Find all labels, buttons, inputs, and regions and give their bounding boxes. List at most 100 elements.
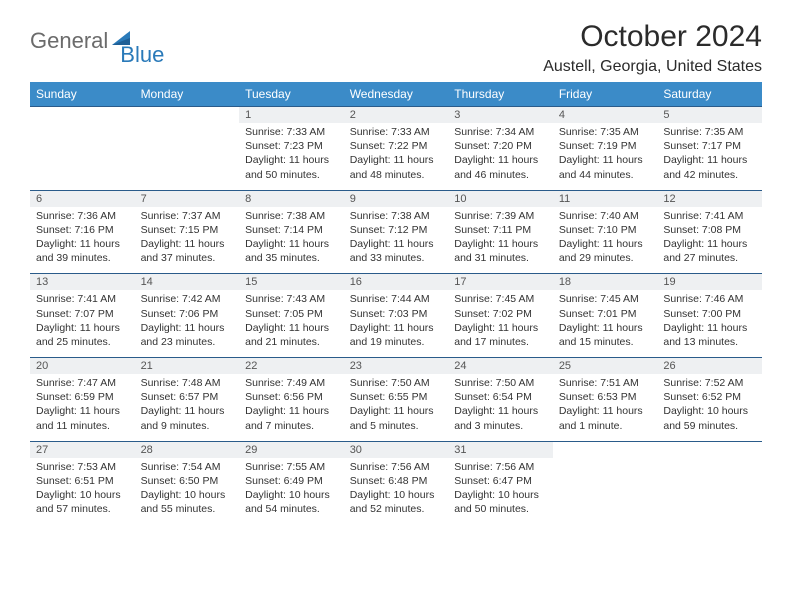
day-number-cell xyxy=(135,107,240,124)
logo-text-2: Blue xyxy=(120,42,164,68)
sunset-text: Sunset: 7:16 PM xyxy=(36,223,129,237)
day-info-cell: Sunrise: 7:55 AMSunset: 6:49 PMDaylight:… xyxy=(239,458,344,525)
day-info-cell: Sunrise: 7:35 AMSunset: 7:19 PMDaylight:… xyxy=(553,123,658,190)
day-number-cell: 19 xyxy=(657,274,762,291)
daylight-text: Daylight: 11 hours and 7 minutes. xyxy=(245,404,338,432)
sunrise-text: Sunrise: 7:37 AM xyxy=(141,209,234,223)
weekday-header: Saturday xyxy=(657,82,762,107)
daylight-text: Daylight: 11 hours and 33 minutes. xyxy=(350,237,443,265)
day-info-cell: Sunrise: 7:33 AMSunset: 7:23 PMDaylight:… xyxy=(239,123,344,190)
sunrise-text: Sunrise: 7:51 AM xyxy=(559,376,652,390)
month-title: October 2024 xyxy=(543,20,762,54)
sunset-text: Sunset: 7:01 PM xyxy=(559,307,652,321)
weekday-header: Thursday xyxy=(448,82,553,107)
location: Austell, Georgia, United States xyxy=(543,58,762,76)
day-info-cell xyxy=(657,458,762,525)
daylight-text: Daylight: 11 hours and 42 minutes. xyxy=(663,153,756,181)
sunrise-text: Sunrise: 7:35 AM xyxy=(663,125,756,139)
sunrise-text: Sunrise: 7:49 AM xyxy=(245,376,338,390)
sunrise-text: Sunrise: 7:44 AM xyxy=(350,292,443,306)
sunrise-text: Sunrise: 7:39 AM xyxy=(454,209,547,223)
daynum-row: 6789101112 xyxy=(30,190,762,207)
sunset-text: Sunset: 7:17 PM xyxy=(663,139,756,153)
info-row: Sunrise: 7:33 AMSunset: 7:23 PMDaylight:… xyxy=(30,123,762,190)
day-info-cell: Sunrise: 7:42 AMSunset: 7:06 PMDaylight:… xyxy=(135,290,240,357)
day-number-cell: 31 xyxy=(448,441,553,458)
sunrise-text: Sunrise: 7:36 AM xyxy=(36,209,129,223)
sunset-text: Sunset: 7:05 PM xyxy=(245,307,338,321)
day-number-cell xyxy=(657,441,762,458)
daylight-text: Daylight: 11 hours and 31 minutes. xyxy=(454,237,547,265)
daylight-text: Daylight: 11 hours and 19 minutes. xyxy=(350,321,443,349)
daylight-text: Daylight: 11 hours and 13 minutes. xyxy=(663,321,756,349)
daylight-text: Daylight: 11 hours and 44 minutes. xyxy=(559,153,652,181)
daylight-text: Daylight: 11 hours and 35 minutes. xyxy=(245,237,338,265)
day-info-cell xyxy=(553,458,658,525)
daylight-text: Daylight: 10 hours and 55 minutes. xyxy=(141,488,234,516)
weekday-header: Wednesday xyxy=(344,82,449,107)
sunrise-text: Sunrise: 7:56 AM xyxy=(454,460,547,474)
header: General Blue October 2024 Austell, Georg… xyxy=(30,20,762,76)
day-info-cell xyxy=(135,123,240,190)
day-number-cell: 17 xyxy=(448,274,553,291)
day-info-cell: Sunrise: 7:36 AMSunset: 7:16 PMDaylight:… xyxy=(30,207,135,274)
sunrise-text: Sunrise: 7:54 AM xyxy=(141,460,234,474)
day-info-cell: Sunrise: 7:33 AMSunset: 7:22 PMDaylight:… xyxy=(344,123,449,190)
sunset-text: Sunset: 6:57 PM xyxy=(141,390,234,404)
sunset-text: Sunset: 6:53 PM xyxy=(559,390,652,404)
sunset-text: Sunset: 6:56 PM xyxy=(245,390,338,404)
daylight-text: Daylight: 10 hours and 52 minutes. xyxy=(350,488,443,516)
day-info-cell: Sunrise: 7:40 AMSunset: 7:10 PMDaylight:… xyxy=(553,207,658,274)
daylight-text: Daylight: 10 hours and 50 minutes. xyxy=(454,488,547,516)
daylight-text: Daylight: 11 hours and 27 minutes. xyxy=(663,237,756,265)
sunrise-text: Sunrise: 7:45 AM xyxy=(454,292,547,306)
day-number-cell: 7 xyxy=(135,190,240,207)
sunrise-text: Sunrise: 7:45 AM xyxy=(559,292,652,306)
day-info-cell: Sunrise: 7:37 AMSunset: 7:15 PMDaylight:… xyxy=(135,207,240,274)
day-info-cell: Sunrise: 7:46 AMSunset: 7:00 PMDaylight:… xyxy=(657,290,762,357)
daylight-text: Daylight: 11 hours and 9 minutes. xyxy=(141,404,234,432)
sunset-text: Sunset: 7:06 PM xyxy=(141,307,234,321)
daylight-text: Daylight: 10 hours and 54 minutes. xyxy=(245,488,338,516)
sunrise-text: Sunrise: 7:55 AM xyxy=(245,460,338,474)
weekday-header: Friday xyxy=(553,82,658,107)
sunset-text: Sunset: 7:07 PM xyxy=(36,307,129,321)
day-info-cell: Sunrise: 7:56 AMSunset: 6:48 PMDaylight:… xyxy=(344,458,449,525)
day-info-cell: Sunrise: 7:56 AMSunset: 6:47 PMDaylight:… xyxy=(448,458,553,525)
day-number-cell: 27 xyxy=(30,441,135,458)
daynum-row: 2728293031 xyxy=(30,441,762,458)
sunset-text: Sunset: 7:00 PM xyxy=(663,307,756,321)
day-number-cell: 22 xyxy=(239,358,344,375)
sunrise-text: Sunrise: 7:41 AM xyxy=(36,292,129,306)
logo-text-1: General xyxy=(30,28,108,54)
daylight-text: Daylight: 10 hours and 59 minutes. xyxy=(663,404,756,432)
daylight-text: Daylight: 11 hours and 11 minutes. xyxy=(36,404,129,432)
sunset-text: Sunset: 7:12 PM xyxy=(350,223,443,237)
sunset-text: Sunset: 7:15 PM xyxy=(141,223,234,237)
day-number-cell: 16 xyxy=(344,274,449,291)
day-info-cell: Sunrise: 7:38 AMSunset: 7:14 PMDaylight:… xyxy=(239,207,344,274)
day-number-cell: 29 xyxy=(239,441,344,458)
weekday-header-row: Sunday Monday Tuesday Wednesday Thursday… xyxy=(30,82,762,107)
day-info-cell: Sunrise: 7:38 AMSunset: 7:12 PMDaylight:… xyxy=(344,207,449,274)
sunset-text: Sunset: 7:20 PM xyxy=(454,139,547,153)
logo: General Blue xyxy=(30,28,182,54)
day-number-cell: 30 xyxy=(344,441,449,458)
sunrise-text: Sunrise: 7:35 AM xyxy=(559,125,652,139)
sunrise-text: Sunrise: 7:52 AM xyxy=(663,376,756,390)
day-info-cell: Sunrise: 7:41 AMSunset: 7:07 PMDaylight:… xyxy=(30,290,135,357)
day-number-cell: 15 xyxy=(239,274,344,291)
day-number-cell: 18 xyxy=(553,274,658,291)
day-info-cell: Sunrise: 7:45 AMSunset: 7:01 PMDaylight:… xyxy=(553,290,658,357)
sunset-text: Sunset: 6:59 PM xyxy=(36,390,129,404)
daylight-text: Daylight: 11 hours and 21 minutes. xyxy=(245,321,338,349)
sunset-text: Sunset: 6:51 PM xyxy=(36,474,129,488)
day-number-cell: 1 xyxy=(239,107,344,124)
daylight-text: Daylight: 11 hours and 3 minutes. xyxy=(454,404,547,432)
day-number-cell: 13 xyxy=(30,274,135,291)
daynum-row: 12345 xyxy=(30,107,762,124)
sunrise-text: Sunrise: 7:33 AM xyxy=(245,125,338,139)
day-number-cell: 21 xyxy=(135,358,240,375)
daylight-text: Daylight: 11 hours and 37 minutes. xyxy=(141,237,234,265)
day-number-cell xyxy=(30,107,135,124)
